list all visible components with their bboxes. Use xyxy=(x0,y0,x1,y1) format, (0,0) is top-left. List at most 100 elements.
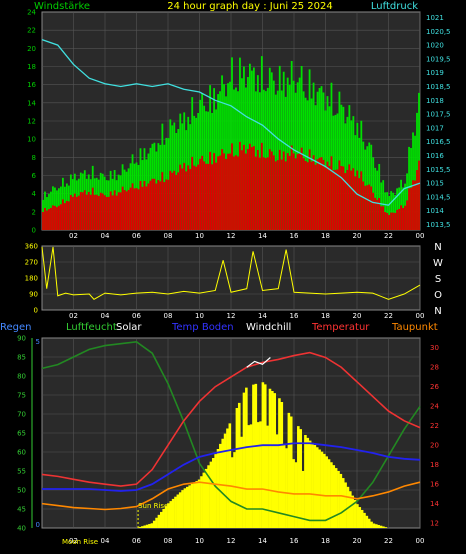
wind-x-tick: 10 xyxy=(195,232,204,240)
wind-x-tick: 12 xyxy=(227,232,236,240)
wind-y-tick: 22 xyxy=(27,27,36,35)
wind-y-tick: 16 xyxy=(27,81,36,89)
wind-x-tick: 02 xyxy=(69,232,78,240)
wind-x-tick: 20 xyxy=(353,232,362,240)
moonrise-label: Moon Rise xyxy=(62,538,98,546)
pressure-y-tick: 1013,5 xyxy=(426,221,451,229)
solar-label: Solar xyxy=(116,322,142,333)
climate-x-tick: 02 xyxy=(69,537,78,545)
climate-x-tick: 18 xyxy=(321,537,330,545)
pressure-y-tick: 1018 xyxy=(426,97,444,105)
compass-label: W xyxy=(433,258,443,269)
dir-x-tick: 12 xyxy=(227,312,236,320)
tick-labels: 02 04 06 08 10 12 14 16 18 20 22 000246810121416182… xyxy=(17,9,450,547)
climate-x-tick: 12 xyxy=(227,537,236,545)
climate-x-tick: 22 xyxy=(384,537,393,545)
humidity-y-tick: 75 xyxy=(17,392,26,400)
temp-y-tick: 18 xyxy=(430,461,439,469)
temp-y-tick: 26 xyxy=(430,383,439,391)
chart-title: 24 hour graph day : Juni 25 2024 xyxy=(167,1,333,12)
series-lines xyxy=(41,38,421,522)
temp-y-tick: 20 xyxy=(430,442,439,450)
humidity-label: Luftfeucht xyxy=(66,322,117,333)
wind-y-tick: 8 xyxy=(32,154,36,162)
temp-y-tick: 24 xyxy=(430,403,439,411)
temperature-label: Temperatur xyxy=(311,322,370,333)
wind-x-tick: 16 xyxy=(290,232,299,240)
wind-right-label: Luftdruck xyxy=(371,1,418,12)
wind-x-tick: 08 xyxy=(164,232,173,240)
humidity-y-tick: 70 xyxy=(17,411,26,419)
rain-label: Regen xyxy=(0,322,32,333)
temp-y-tick: 14 xyxy=(430,500,439,508)
climate-x-tick: 10 xyxy=(195,537,204,545)
wind-y-tick: 12 xyxy=(27,118,36,126)
humidity-y-tick: 85 xyxy=(17,354,26,362)
temp-y-tick: 12 xyxy=(430,520,439,528)
sunrise-label: Sun Rise xyxy=(138,502,168,510)
temp-y-tick: 30 xyxy=(430,344,439,352)
pressure-y-tick: 1020,5 xyxy=(426,28,451,36)
wind-y-tick: 4 xyxy=(32,190,37,198)
pressure-y-tick: 1017,5 xyxy=(426,111,451,119)
dir-x-tick: 04 xyxy=(101,312,110,320)
dir-y-tick: 0 xyxy=(34,307,38,315)
wind-x-tick: 04 xyxy=(101,232,110,240)
humidity-y-tick: 60 xyxy=(17,449,26,457)
dir-y-tick: 360 xyxy=(25,243,38,251)
pressure-y-tick: 1015 xyxy=(426,180,444,188)
pressure-line xyxy=(41,38,421,206)
soil-temp-line xyxy=(42,442,421,492)
dewpoint-line xyxy=(41,481,421,511)
wind-y-tick: 2 xyxy=(32,208,36,216)
humidity-y-tick: 40 xyxy=(17,525,26,533)
dir-x-tick: 08 xyxy=(164,312,173,320)
wind-y-tick: 18 xyxy=(27,63,36,71)
wind-x-tick: 14 xyxy=(258,232,267,240)
pressure-y-tick: 1016,5 xyxy=(426,138,451,146)
dir-x-tick: 16 xyxy=(290,312,299,320)
wind-x-tick: 22 xyxy=(384,232,393,240)
dir-x-tick: 18 xyxy=(321,312,330,320)
dir-x-tick: 06 xyxy=(132,312,141,320)
pressure-y-tick: 1021 xyxy=(426,14,444,22)
wind-y-tick: 10 xyxy=(27,136,36,144)
dewpoint-label: Taupunkt xyxy=(391,322,438,333)
pressure-y-tick: 1020 xyxy=(426,42,444,50)
dir-y-tick: 270 xyxy=(25,259,38,267)
temp-y-tick: 16 xyxy=(430,481,439,489)
dir-x-tick: 10 xyxy=(195,312,204,320)
compass-label: O xyxy=(434,290,442,301)
compass-label: S xyxy=(435,274,441,285)
pressure-y-tick: 1015,5 xyxy=(426,166,451,174)
rain-y-tick: 0 xyxy=(36,521,40,529)
wind-bars xyxy=(42,56,420,528)
pressure-y-tick: 1019 xyxy=(426,69,444,77)
humidity-y-tick: 45 xyxy=(17,506,26,514)
dir-y-tick: 180 xyxy=(25,275,38,283)
dir-x-tick: 02 xyxy=(69,312,78,320)
pressure-y-tick: 1019,5 xyxy=(426,55,451,63)
climate-x-tick: 16 xyxy=(290,537,299,545)
dir-x-tick: 20 xyxy=(353,312,362,320)
temp-y-tick: 28 xyxy=(430,364,439,372)
wind-left-label: Windstärke xyxy=(34,1,90,12)
humidity-y-tick: 90 xyxy=(17,335,26,343)
climate-x-tick: 04 xyxy=(101,537,110,545)
climate-x-tick: 20 xyxy=(353,537,362,545)
wind-x-tick: 00 xyxy=(416,232,425,240)
dir-x-tick: 14 xyxy=(258,312,267,320)
windchill-line xyxy=(246,357,271,368)
dir-y-tick: 90 xyxy=(29,291,38,299)
pressure-y-tick: 1016 xyxy=(426,152,444,160)
rain-y-tick: 5 xyxy=(36,338,40,346)
temp-y-tick: 22 xyxy=(430,422,439,430)
compass-label: N xyxy=(434,306,441,317)
climate-x-tick: 06 xyxy=(132,537,141,545)
temperature-line xyxy=(41,351,421,487)
humidity-line xyxy=(41,340,421,522)
dir-x-tick: 00 xyxy=(416,312,425,320)
climate-x-tick: 14 xyxy=(258,537,267,545)
windchill-label: Windchill xyxy=(246,322,291,333)
